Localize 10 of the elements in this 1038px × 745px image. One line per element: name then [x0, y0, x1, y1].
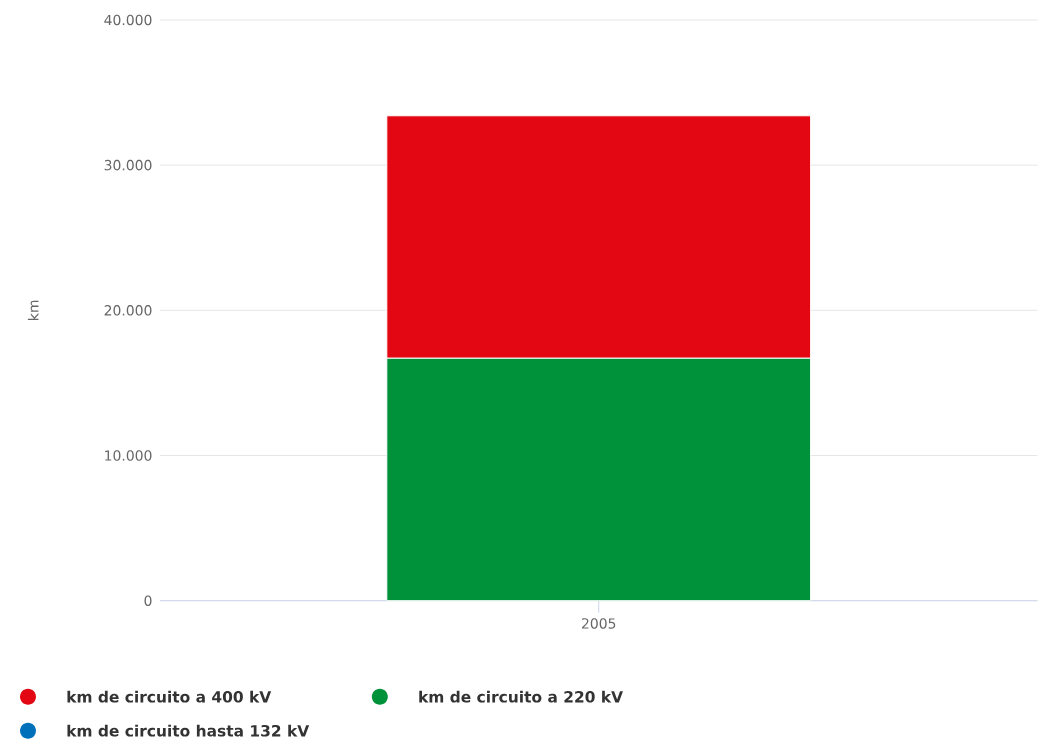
y-tick-label: 10.000	[105, 450, 152, 461]
legend-label: km de circuito a 220 kV	[419, 690, 623, 703]
x-tick-label: 2005	[581, 618, 616, 629]
legend-label: km de circuito hasta 132 kV	[67, 724, 310, 737]
legend-label: km de circuito a 400 kV	[67, 690, 272, 703]
y-tick-label: 20.000	[104, 305, 152, 316]
y-tick-label: 0	[144, 595, 152, 607]
y-axis-title: km	[27, 300, 39, 321]
y-tick-label: 30.000	[104, 160, 152, 171]
y-tick-label: 40.000	[104, 14, 152, 26]
